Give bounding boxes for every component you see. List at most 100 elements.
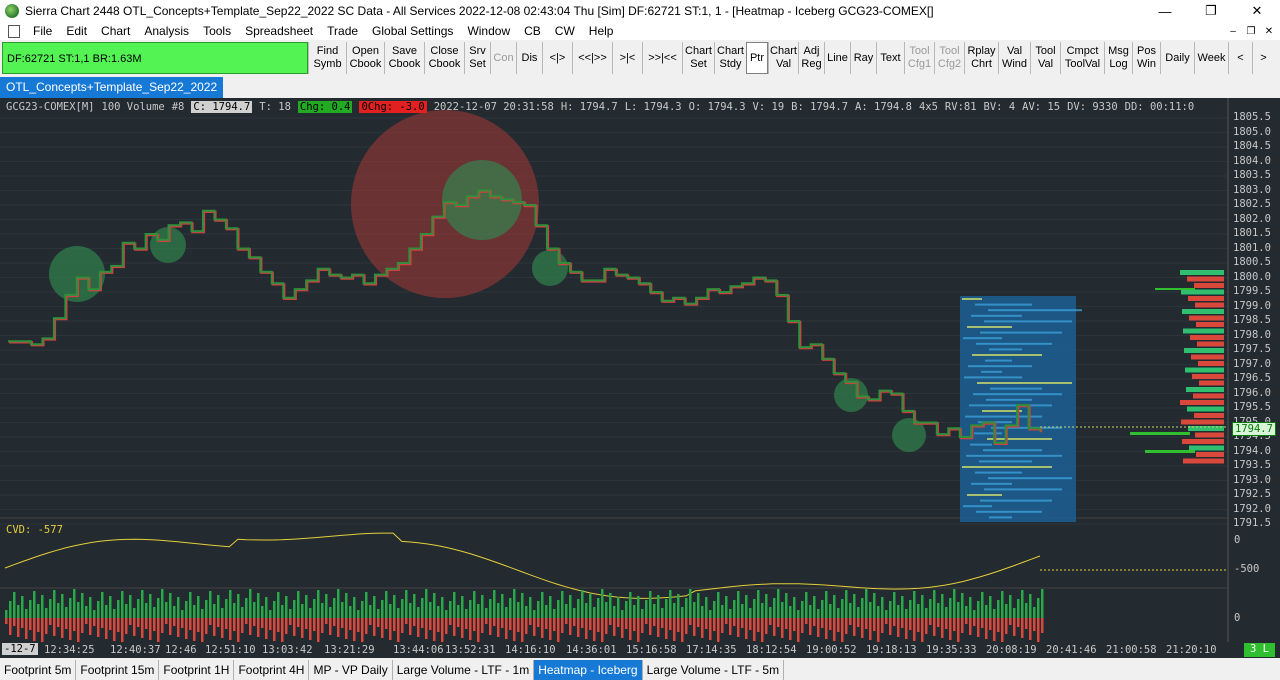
close-button[interactable]: ✕	[1251, 3, 1263, 18]
minimize-button[interactable]: —	[1158, 3, 1172, 19]
toolbar-button-9[interactable]: >|<	[612, 42, 642, 74]
volume-bar-up	[629, 592, 632, 618]
maximize-button[interactable]: ❐	[1205, 3, 1217, 18]
volume-bar-down	[421, 618, 424, 628]
volume-bar-up	[565, 604, 568, 618]
toolbar-button-5[interactable]: Con	[490, 42, 516, 74]
volume-bar-up	[453, 592, 456, 618]
heatmap-level	[989, 516, 1012, 519]
toolbar-button-23[interactable]: Tool Val	[1030, 42, 1060, 74]
menu-spreadsheet[interactable]: Spreadsheet	[245, 24, 314, 38]
chart-tab-7[interactable]: Large Volume - LTF - 5m	[643, 660, 785, 680]
volume-bar-down	[785, 618, 788, 629]
volume-bar-up	[949, 598, 952, 618]
volume-bar-up	[137, 599, 140, 618]
menu-global-settings[interactable]: Global Settings	[372, 24, 454, 38]
menu-file[interactable]: File	[33, 24, 53, 38]
dom-level	[1189, 315, 1224, 321]
menu-cb[interactable]: CB	[524, 24, 541, 38]
toolbar-button-11[interactable]: Chart Set	[682, 42, 714, 74]
toolbar-button-16[interactable]: Line	[824, 42, 850, 74]
toolbar-button-21[interactable]: Rplay Chrt	[964, 42, 998, 74]
toolbar-button-27[interactable]: Daily	[1160, 42, 1194, 74]
volume-bar-up	[277, 592, 280, 618]
chart-tab-3[interactable]: Footprint 4H	[234, 660, 310, 680]
toolbar-button-14[interactable]: Chart Val	[768, 42, 798, 74]
toolbar-button-7[interactable]: <|>	[542, 42, 572, 74]
menu-help[interactable]: Help	[588, 24, 614, 38]
toolbar-button-18[interactable]: Text	[876, 42, 904, 74]
dom-level	[1193, 393, 1224, 399]
chart-tab-5[interactable]: Large Volume - LTF - 1m	[393, 660, 535, 680]
toolbar-button-28[interactable]: Week	[1194, 42, 1228, 74]
price-axis-label: 1800.5	[1233, 256, 1271, 268]
toolbar-button-17[interactable]: Ray	[850, 42, 876, 74]
toolbar-button-1[interactable]: Open Cbook	[346, 42, 384, 74]
toolbar-button-30[interactable]: >	[1252, 42, 1274, 74]
volume-bar-down	[905, 618, 908, 639]
mdi-restore-button[interactable]: ❐	[1246, 25, 1256, 37]
volume-bar-up	[369, 605, 372, 618]
volume-bar-up	[609, 593, 612, 618]
toolbar-button-10[interactable]: >>|<<	[642, 42, 682, 74]
heatmap-level	[989, 348, 1022, 351]
volume-bar-up	[697, 593, 700, 618]
volume-bar-up	[13, 592, 16, 618]
toolbar-button-15[interactable]: Adj Reg	[798, 42, 824, 74]
volume-bar-up	[821, 600, 824, 618]
volume-bar-up	[785, 593, 788, 618]
chart-tab-0[interactable]: Footprint 5m	[0, 660, 77, 680]
iceberg-circle	[834, 378, 868, 412]
volume-bar-down	[917, 618, 920, 632]
time-axis[interactable]: -12-7 12:34:25 12:40:37 12:46 12:51:10 13:03…	[0, 642, 1228, 658]
heatmap-level	[962, 466, 1052, 468]
volume-bar-down	[989, 618, 992, 630]
menu-analysis[interactable]: Analysis	[144, 24, 190, 38]
toolbar-button-6[interactable]: Dis	[516, 42, 542, 74]
document-icon[interactable]	[8, 24, 20, 38]
chart-tab-1[interactable]: Footprint 15m	[76, 660, 160, 680]
chart-tab-6[interactable]: Heatmap - Iceberg	[534, 660, 643, 680]
header-open-change: 0Chg: -3.0	[359, 101, 427, 113]
toolbar-button-19[interactable]: Tool Cfg1	[904, 42, 934, 74]
menu-trade[interactable]: Trade	[327, 24, 359, 38]
toolbar-button-2[interactable]: Save Cbook	[384, 42, 424, 74]
mdi-minimize-button[interactable]: –	[1230, 25, 1236, 37]
chart-tab-2[interactable]: Footprint 1H	[159, 660, 235, 680]
chart-canvas[interactable]	[0, 98, 1280, 658]
menu-edit[interactable]: Edit	[66, 24, 88, 38]
volume-bar-down	[493, 618, 496, 626]
toolbar-button-24[interactable]: Cmpct ToolVal	[1060, 42, 1104, 74]
menu-cw[interactable]: CW	[554, 24, 575, 38]
toolbar-button-22[interactable]: Val Wind	[998, 42, 1030, 74]
toolbar-button-12[interactable]: Chart Stdy	[714, 42, 746, 74]
toolbar-button-3[interactable]: Close Cbook	[424, 42, 464, 74]
toolbar-button-4[interactable]: Srv Set	[464, 42, 490, 74]
toolbar-button-26[interactable]: Pos Win	[1132, 42, 1160, 74]
volume-bar-down	[841, 618, 844, 643]
volume-bar-up	[149, 594, 152, 618]
volume-bar-up	[133, 608, 136, 618]
toolbar-button-25[interactable]: Msg Log	[1104, 42, 1132, 74]
toolbar-button-8[interactable]: <<|>>	[572, 42, 612, 74]
volume-bar-down	[909, 618, 912, 630]
price-axis-label: 1791.5	[1233, 517, 1271, 529]
volume-bar-up	[409, 603, 412, 618]
menu-chart[interactable]: Chart	[101, 24, 131, 38]
toolbar-button-0[interactable]: Find Symb	[308, 42, 346, 74]
volume-bar-up	[869, 602, 872, 618]
chart-area[interactable]: GCG23-COMEX[M] 100 Volume #8 C: 1794.7 T…	[0, 98, 1280, 658]
toolbar-button-29[interactable]: <	[1228, 42, 1252, 74]
toolbar-button-13[interactable]: Ptr	[746, 42, 768, 74]
volume-bar-up	[513, 589, 516, 618]
toolbar-button-20[interactable]: Tool Cfg2	[934, 42, 964, 74]
chart-tab-4[interactable]: MP - VP Daily	[309, 660, 393, 680]
menu-window[interactable]: Window	[467, 24, 511, 38]
volume-bar-up	[1005, 604, 1008, 618]
volume-bar-down	[225, 618, 228, 629]
chartbook-tab[interactable]: OTL_Concepts+Template_Sep22_2022	[0, 77, 224, 98]
volume-bar-down	[93, 618, 96, 626]
menu-tools[interactable]: Tools	[203, 24, 232, 38]
mdi-close-button[interactable]: ✕	[1264, 25, 1274, 37]
volume-bar-down	[781, 618, 784, 638]
